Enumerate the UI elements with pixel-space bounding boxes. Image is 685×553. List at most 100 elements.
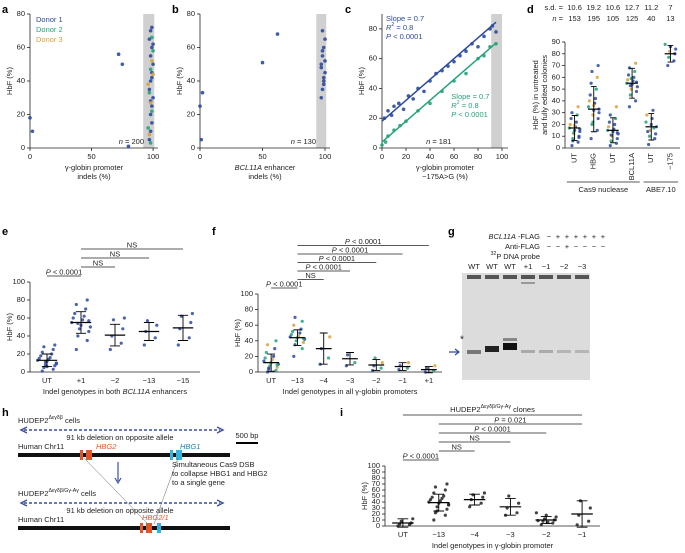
data-point <box>397 101 401 106</box>
panel-label: c <box>345 4 351 16</box>
panel-label: a <box>2 4 9 16</box>
error-bar <box>293 329 302 346</box>
error-bar <box>590 86 597 133</box>
data-point <box>576 140 580 144</box>
data-point <box>440 496 444 500</box>
comparison-label-part: P <box>319 254 324 263</box>
error-bar <box>648 113 655 141</box>
annotation: R2 = 0.8 <box>386 22 413 32</box>
y-tick-label: 20 <box>369 113 377 122</box>
gel-row-value: + <box>565 232 570 241</box>
chromosome-label: Human Chr11 <box>18 442 64 451</box>
x-tick-label: −4 <box>470 530 479 539</box>
x-axis-label: −175A>G (%) <box>422 172 468 181</box>
data-point <box>43 360 48 364</box>
sd-value: 12.7 <box>625 3 640 12</box>
data-point <box>452 59 456 64</box>
x-tick-label: +1 <box>425 376 434 385</box>
data-point <box>54 362 58 366</box>
x-tick-label: −175 <box>665 153 674 170</box>
data-point <box>428 498 433 502</box>
panel-label: i <box>340 407 343 419</box>
data-point <box>587 99 591 103</box>
data-point <box>293 315 297 319</box>
x-tick-label: −13 <box>432 530 445 539</box>
data-point <box>570 111 574 115</box>
data-point <box>401 107 406 112</box>
y-axis-label: and fully edited colonies <box>540 55 549 135</box>
data-point <box>574 120 578 124</box>
x-tick-label: 0 <box>28 152 32 161</box>
data-point <box>481 495 485 499</box>
y-tick-label: 20 <box>187 109 195 118</box>
y-tick-label: 60 <box>17 42 25 51</box>
comparison-label: P < 0.0001 <box>403 451 440 460</box>
cell-label-part: HUDEP2 <box>18 489 48 498</box>
fit-line <box>381 42 497 143</box>
header-label-part: clones <box>511 405 535 414</box>
annotation: Slope = 0.7 <box>451 92 489 101</box>
data-point <box>647 134 652 138</box>
comparison-label: NS <box>110 249 120 258</box>
x-tick-label: UT <box>608 153 617 163</box>
data-point <box>586 105 591 109</box>
gel-row-value: − <box>547 232 552 241</box>
gel-row-value: − <box>574 242 579 251</box>
y-tick-label: 100 <box>240 289 253 298</box>
data-point <box>626 73 631 77</box>
legend-entry: Donor 1 <box>36 15 63 24</box>
data-point <box>577 135 581 139</box>
y-tick-label: 90 <box>552 37 560 46</box>
data-point <box>71 316 75 320</box>
data-point <box>39 354 43 358</box>
data-point <box>430 495 434 499</box>
data-point <box>150 75 154 80</box>
data-point <box>442 494 446 498</box>
data-point <box>30 129 35 134</box>
y-tick-label: 0 <box>373 143 377 152</box>
data-point <box>150 59 154 63</box>
gene-marker <box>86 450 92 460</box>
annotation-part: = 0.8 <box>460 101 479 110</box>
x-tick-label: 20 <box>402 152 410 161</box>
y-tick-label: 60 <box>372 485 380 494</box>
data-point <box>578 129 582 134</box>
x-tick-label: 80 <box>474 152 482 161</box>
gel-row-value: + <box>565 242 570 251</box>
comparison-label-part: < 0.0001 <box>408 451 440 460</box>
gel-row-value: −3 <box>578 262 587 271</box>
data-point <box>635 85 639 89</box>
x-tick-label: −1 <box>398 376 407 385</box>
data-point <box>150 35 154 40</box>
x-axis-label: indels (%) <box>77 172 111 181</box>
gel-row-value: WT <box>486 262 498 271</box>
data-point <box>615 131 619 135</box>
sd-row-label: s.d. = <box>544 3 563 12</box>
data-point <box>647 142 651 147</box>
data-point <box>199 137 204 142</box>
annotation-part: 2 <box>457 100 460 106</box>
data-point <box>146 126 150 130</box>
y-tick-label: 50 <box>552 84 560 93</box>
data-point <box>119 341 123 345</box>
y-tick-label: 80 <box>245 305 253 314</box>
data-point <box>121 327 125 331</box>
error-bar <box>41 353 53 368</box>
x-tick-label: −3 <box>346 376 355 385</box>
data-point <box>482 491 487 495</box>
data-point <box>551 521 555 525</box>
y-tick-label: 40 <box>17 76 25 85</box>
data-point <box>663 42 667 46</box>
data-point <box>88 325 92 329</box>
data-point <box>300 347 304 351</box>
error-bar <box>629 67 635 99</box>
y-tick-label: 40 <box>372 497 380 506</box>
data-point <box>267 366 271 370</box>
data-point <box>150 25 154 30</box>
data-point <box>628 93 632 97</box>
fit-line <box>381 21 497 122</box>
sd-value: 11.2 <box>644 3 658 12</box>
annotation-part: n <box>291 137 295 146</box>
data-point <box>464 49 468 54</box>
gel-row-value: WT <box>504 262 516 271</box>
